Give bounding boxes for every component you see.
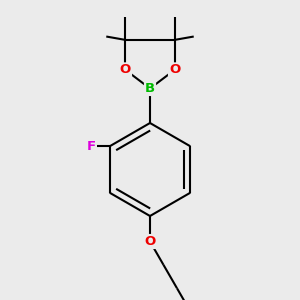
Text: B: B: [145, 82, 155, 95]
Text: O: O: [144, 235, 156, 248]
Text: O: O: [169, 63, 180, 76]
Text: O: O: [120, 63, 131, 76]
Text: F: F: [87, 140, 96, 153]
